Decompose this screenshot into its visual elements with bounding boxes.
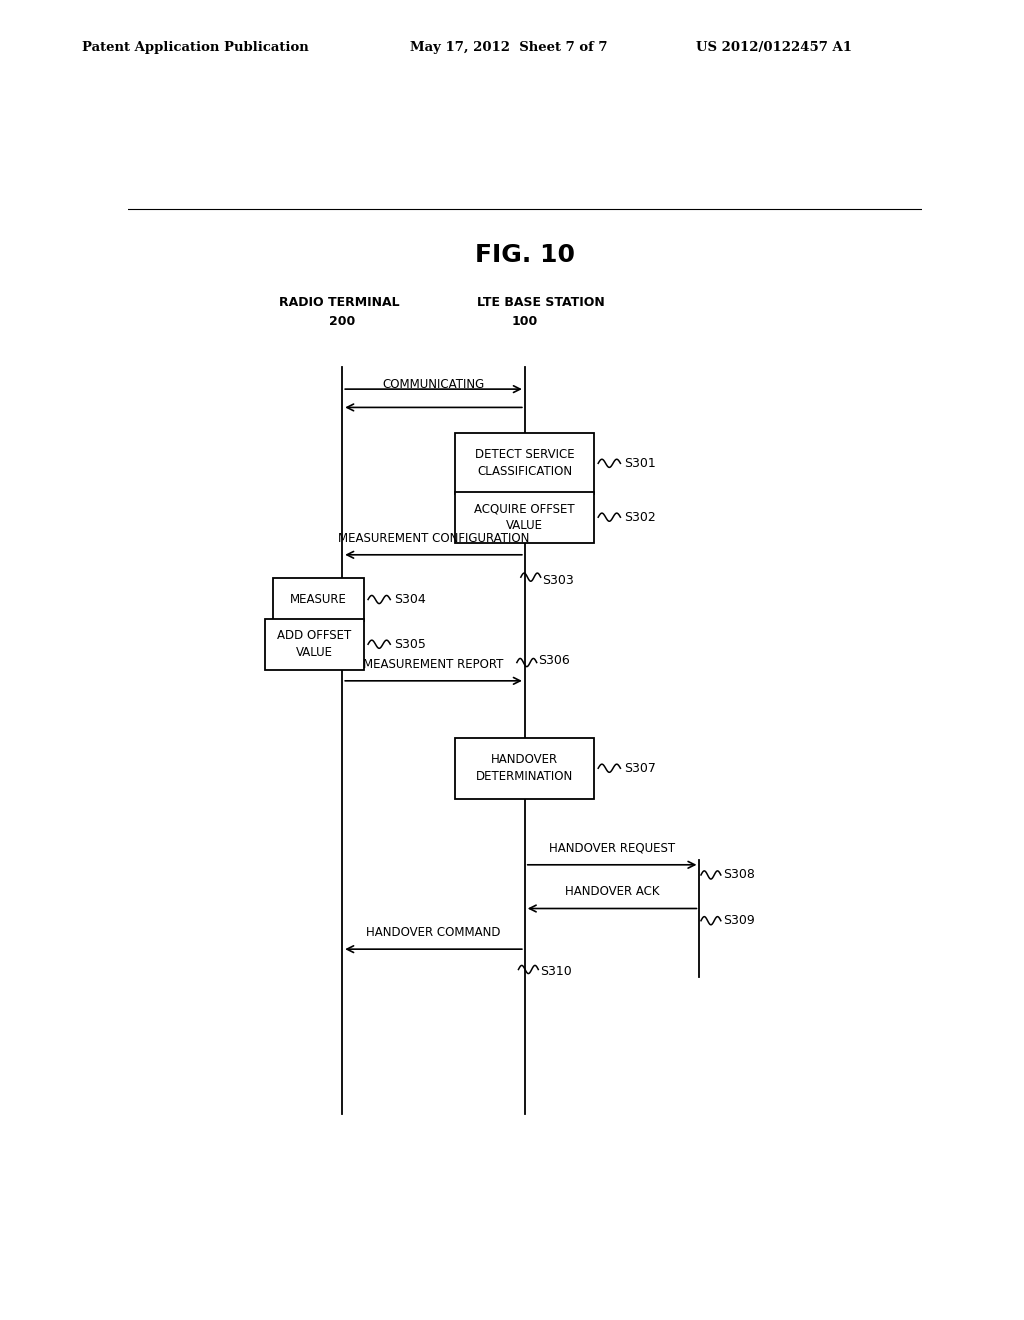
Text: LTE BASE STATION: LTE BASE STATION (477, 296, 605, 309)
Text: May 17, 2012  Sheet 7 of 7: May 17, 2012 Sheet 7 of 7 (410, 41, 607, 54)
Text: HANDOVER REQUEST: HANDOVER REQUEST (549, 842, 675, 854)
Text: US 2012/0122457 A1: US 2012/0122457 A1 (696, 41, 852, 54)
Text: 100: 100 (512, 314, 538, 327)
Text: 200: 200 (329, 314, 355, 327)
Text: S302: S302 (625, 511, 656, 524)
Text: Patent Application Publication: Patent Application Publication (82, 41, 308, 54)
FancyBboxPatch shape (265, 619, 365, 669)
Text: HANDOVER
DETERMINATION: HANDOVER DETERMINATION (476, 754, 573, 783)
Text: S305: S305 (394, 638, 426, 651)
Text: ADD OFFSET
VALUE: ADD OFFSET VALUE (278, 630, 351, 659)
FancyBboxPatch shape (456, 433, 594, 494)
FancyBboxPatch shape (456, 492, 594, 543)
Text: S301: S301 (625, 457, 656, 470)
FancyBboxPatch shape (272, 578, 365, 620)
Text: S308: S308 (723, 869, 755, 882)
Text: ACQUIRE OFFSET
VALUE: ACQUIRE OFFSET VALUE (474, 502, 575, 532)
Text: HANDOVER COMMAND: HANDOVER COMMAND (367, 927, 501, 939)
FancyBboxPatch shape (456, 738, 594, 799)
Text: S307: S307 (625, 762, 656, 775)
Text: HANDOVER ACK: HANDOVER ACK (565, 886, 659, 899)
Text: MEASUREMENT REPORT: MEASUREMENT REPORT (364, 657, 504, 671)
Text: COMMUNICATING: COMMUNICATING (382, 378, 484, 391)
Text: MEASUREMENT CONFIGURATION: MEASUREMENT CONFIGURATION (338, 532, 529, 545)
Text: S310: S310 (540, 965, 571, 978)
Text: RADIO TERMINAL: RADIO TERMINAL (279, 296, 399, 309)
Text: S309: S309 (723, 915, 755, 927)
Text: S304: S304 (394, 593, 426, 606)
Text: DETECT SERVICE
CLASSIFICATION: DETECT SERVICE CLASSIFICATION (475, 449, 574, 478)
Text: MEASURE: MEASURE (290, 593, 347, 606)
Text: S306: S306 (539, 653, 570, 667)
Text: S303: S303 (543, 574, 574, 586)
Text: FIG. 10: FIG. 10 (475, 243, 574, 267)
